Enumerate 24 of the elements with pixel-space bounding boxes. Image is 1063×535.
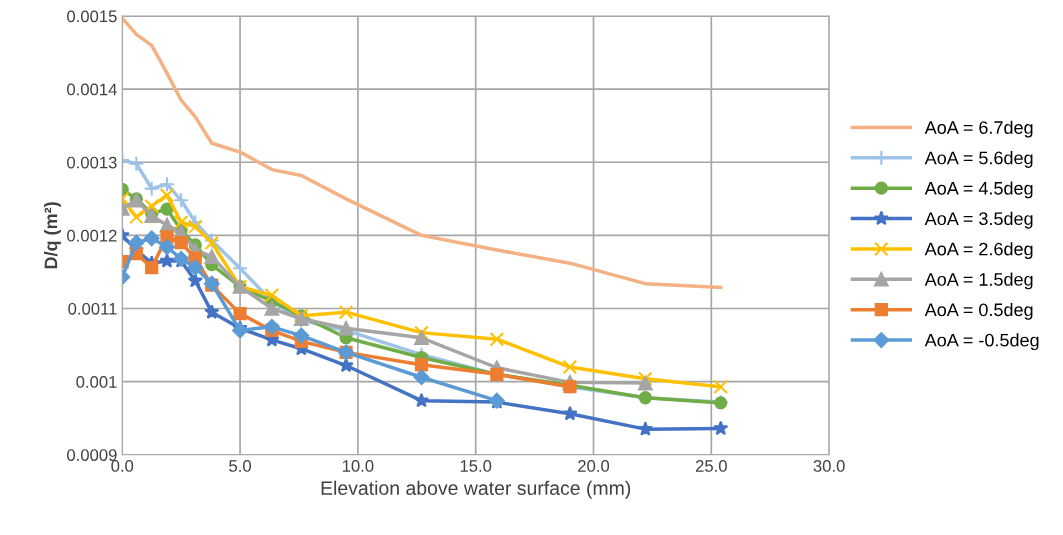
y-tick-label: 0.0011: [68, 302, 117, 315]
legend-label: AoA = -0.5deg: [924, 333, 1039, 351]
y-tick-label: 0.0013: [67, 156, 117, 169]
x-tick-label: 5.0: [229, 460, 251, 472]
y-tick-label: 0.0012: [67, 229, 117, 242]
legend-label: AoA = 3.5deg: [924, 211, 1033, 229]
x-tick-label: 20.0: [578, 460, 610, 472]
x-tick-label: 10.0: [342, 460, 374, 472]
legend-label: AoA = 2.6deg: [924, 242, 1033, 259]
y-tick-label: 0.001: [76, 376, 117, 388]
x-tick-label: 30.0: [813, 460, 845, 472]
y-tick-label: 0.0015: [67, 10, 117, 23]
x-axis-title: Elevation above water surface (mm): [321, 480, 631, 499]
legend-label: AoA = 0.5deg: [924, 302, 1033, 320]
x-tick-label: 25.0: [695, 460, 727, 472]
legend-label: AoA = 1.5deg: [924, 272, 1033, 290]
legend-label: AoA = 6.7deg: [924, 120, 1033, 138]
y-axis-title: D/q (m²): [44, 202, 61, 269]
legend-label: AoA = 4.5deg: [924, 181, 1033, 199]
x-tick-label: 15.0: [460, 460, 492, 472]
legend-label: AoA = 5.6deg: [924, 151, 1033, 168]
y-tick-label: 0.0014: [67, 83, 117, 96]
y-tick-label: 0.0009: [67, 449, 117, 461]
x-tick-label: 0.0: [111, 460, 134, 472]
